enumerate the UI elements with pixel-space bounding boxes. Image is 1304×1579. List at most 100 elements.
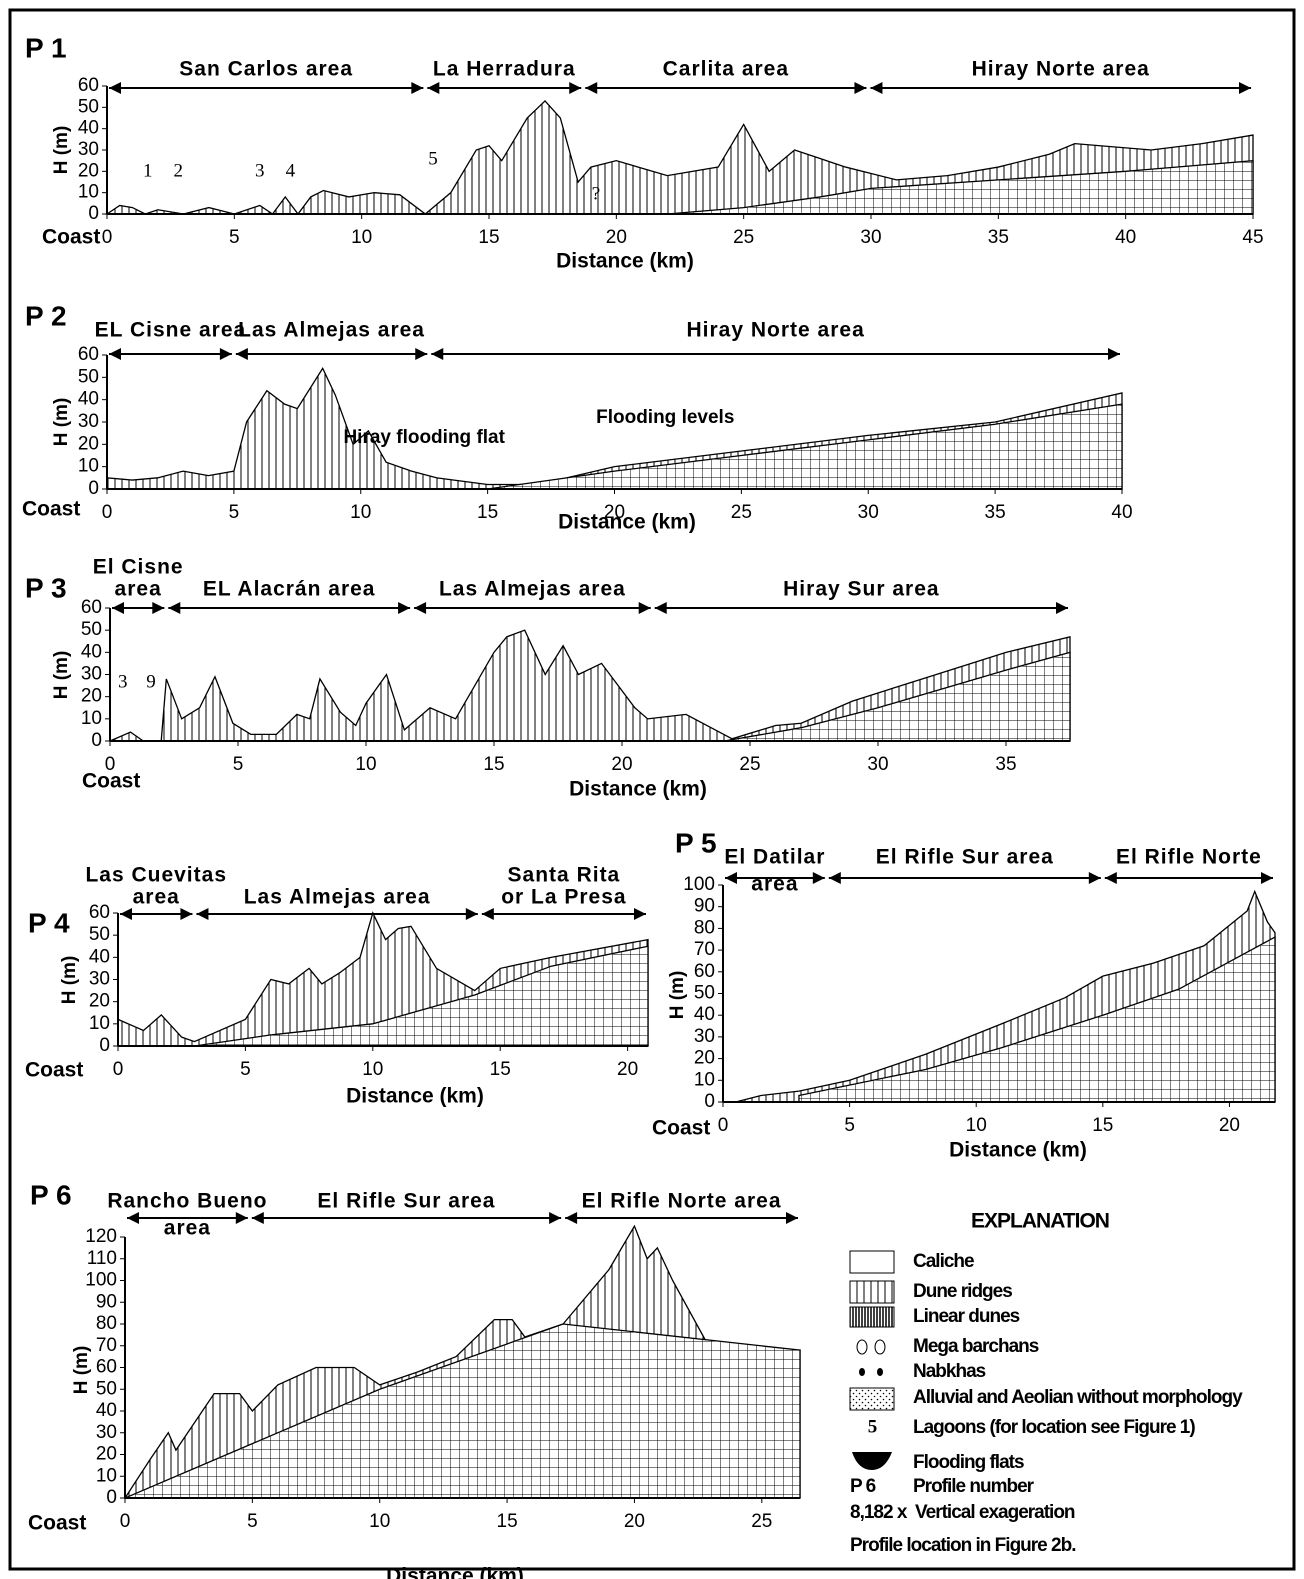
bedrock-area xyxy=(667,159,1254,215)
origin-label: Coast xyxy=(25,1059,83,1082)
area-label: or La Presa xyxy=(501,886,626,909)
profile-title: P 6 xyxy=(30,1179,72,1210)
y-tick-label: 80 xyxy=(694,917,715,938)
annotation: 9 xyxy=(146,671,156,692)
legend-label: Nabkhas xyxy=(913,1361,986,1382)
x-tick-label: 0 xyxy=(105,754,116,775)
x-tick-label: 5 xyxy=(247,1511,258,1532)
x-axis-label: Distance (km) xyxy=(386,1565,524,1579)
area-label: El Datilar xyxy=(724,846,825,869)
x-axis-label: Distance (km) xyxy=(949,1139,1087,1162)
profile-title: P 2 xyxy=(25,300,67,331)
origin-label: Coast xyxy=(652,1117,710,1140)
y-axis-label: H (m) xyxy=(59,956,80,1005)
y-tick-label: 90 xyxy=(694,896,715,917)
profile-title: P 1 xyxy=(25,32,67,63)
area-label: El Rifle Sur area xyxy=(317,1190,495,1213)
profile-title: P 4 xyxy=(28,907,70,938)
legend-symbol: 5 xyxy=(868,1416,877,1437)
legend-label: Dune ridges xyxy=(913,1281,1012,1302)
x-tick-label: 30 xyxy=(858,502,879,523)
x-tick-label: 0 xyxy=(718,1115,729,1136)
annotation: 1 xyxy=(143,160,153,181)
area-label: El Cisne xyxy=(93,556,184,579)
y-tick-label: 30 xyxy=(81,664,102,685)
bedrock-area xyxy=(798,935,1276,1103)
area-label: area xyxy=(751,873,798,896)
x-tick-label: 5 xyxy=(240,1059,251,1080)
x-tick-label: 10 xyxy=(966,1115,987,1136)
x-tick-label: 10 xyxy=(350,502,371,523)
x-tick-label: 30 xyxy=(860,227,881,248)
x-tick-label: 35 xyxy=(985,502,1006,523)
x-tick-label: 15 xyxy=(1092,1115,1113,1136)
area-label: area xyxy=(133,886,180,909)
y-tick-label: 40 xyxy=(78,389,99,410)
y-tick-label: 30 xyxy=(89,969,110,990)
x-tick-label: 20 xyxy=(606,227,627,248)
x-tick-label: 40 xyxy=(1111,502,1132,523)
bedrock-area xyxy=(487,403,1123,490)
y-tick-label: 0 xyxy=(88,203,99,224)
legend-label: Caliche xyxy=(913,1251,974,1272)
area-label: Carlita area xyxy=(663,58,789,81)
x-tick-label: 45 xyxy=(1242,227,1263,248)
area-label: Santa Rita xyxy=(508,864,621,887)
annotation: 3 xyxy=(255,160,265,181)
y-tick-label: 10 xyxy=(89,1013,110,1034)
x-tick-label: 20 xyxy=(1219,1115,1240,1136)
x-tick-label: 15 xyxy=(490,1059,511,1080)
annotation: 2 xyxy=(174,160,184,181)
y-tick-label: 40 xyxy=(81,641,102,662)
y-tick-label: 50 xyxy=(89,924,110,945)
origin-label: Coast xyxy=(82,770,140,793)
y-tick-label: 0 xyxy=(704,1091,715,1112)
area-label: area xyxy=(115,578,162,601)
x-tick-label: 10 xyxy=(362,1059,383,1080)
area-label: Hiray Sur area xyxy=(783,578,939,601)
y-tick-label: 40 xyxy=(89,946,110,967)
x-tick-label: 35 xyxy=(988,227,1009,248)
x-tick-label: 20 xyxy=(604,502,625,523)
area-label: El Rifle Sur area xyxy=(876,846,1054,869)
area-label: EL Cisne area xyxy=(95,319,247,342)
y-tick-label: 20 xyxy=(96,1444,117,1465)
x-tick-label: 5 xyxy=(233,754,244,775)
x-tick-label: 40 xyxy=(1115,227,1136,248)
x-tick-label: 25 xyxy=(739,754,760,775)
y-tick-label: 120 xyxy=(85,1226,117,1247)
y-tick-label: 60 xyxy=(694,961,715,982)
y-tick-label: 60 xyxy=(81,597,102,618)
legend-label: Linear dunes xyxy=(913,1306,1020,1327)
y-tick-label: 10 xyxy=(78,456,99,477)
area-label: La Herradura xyxy=(433,58,576,81)
y-tick-label: 10 xyxy=(78,182,99,203)
area-label: El Rifle Norte xyxy=(1116,846,1262,869)
annotation: 3 xyxy=(118,671,128,692)
annotation: Hiray flooding flat xyxy=(343,427,505,448)
y-tick-label: 30 xyxy=(78,139,99,160)
x-tick-label: 10 xyxy=(351,227,372,248)
annotation: ? xyxy=(592,183,600,204)
y-tick-label: 50 xyxy=(78,366,99,387)
y-tick-label: 50 xyxy=(694,983,715,1004)
annotation: 4 xyxy=(286,160,296,181)
y-axis-label: H (m) xyxy=(51,398,72,447)
y-tick-label: 20 xyxy=(694,1048,715,1069)
x-axis-label: Distance (km) xyxy=(569,778,707,801)
origin-label: Coast xyxy=(28,1512,86,1535)
y-tick-label: 50 xyxy=(81,619,102,640)
profile-title: P 5 xyxy=(675,827,717,858)
y-tick-label: 60 xyxy=(78,344,99,365)
y-axis-label: H (m) xyxy=(51,126,72,175)
y-tick-label: 80 xyxy=(96,1313,117,1334)
y-tick-label: 40 xyxy=(78,118,99,139)
y-tick-label: 30 xyxy=(78,411,99,432)
legend-title: EXPLANATION xyxy=(971,1210,1109,1233)
y-tick-label: 30 xyxy=(96,1422,117,1443)
profile-title: P 3 xyxy=(25,572,67,603)
frame xyxy=(8,8,1296,1571)
x-axis-label: Distance (km) xyxy=(558,511,696,534)
x-tick-label: 20 xyxy=(624,1511,645,1532)
